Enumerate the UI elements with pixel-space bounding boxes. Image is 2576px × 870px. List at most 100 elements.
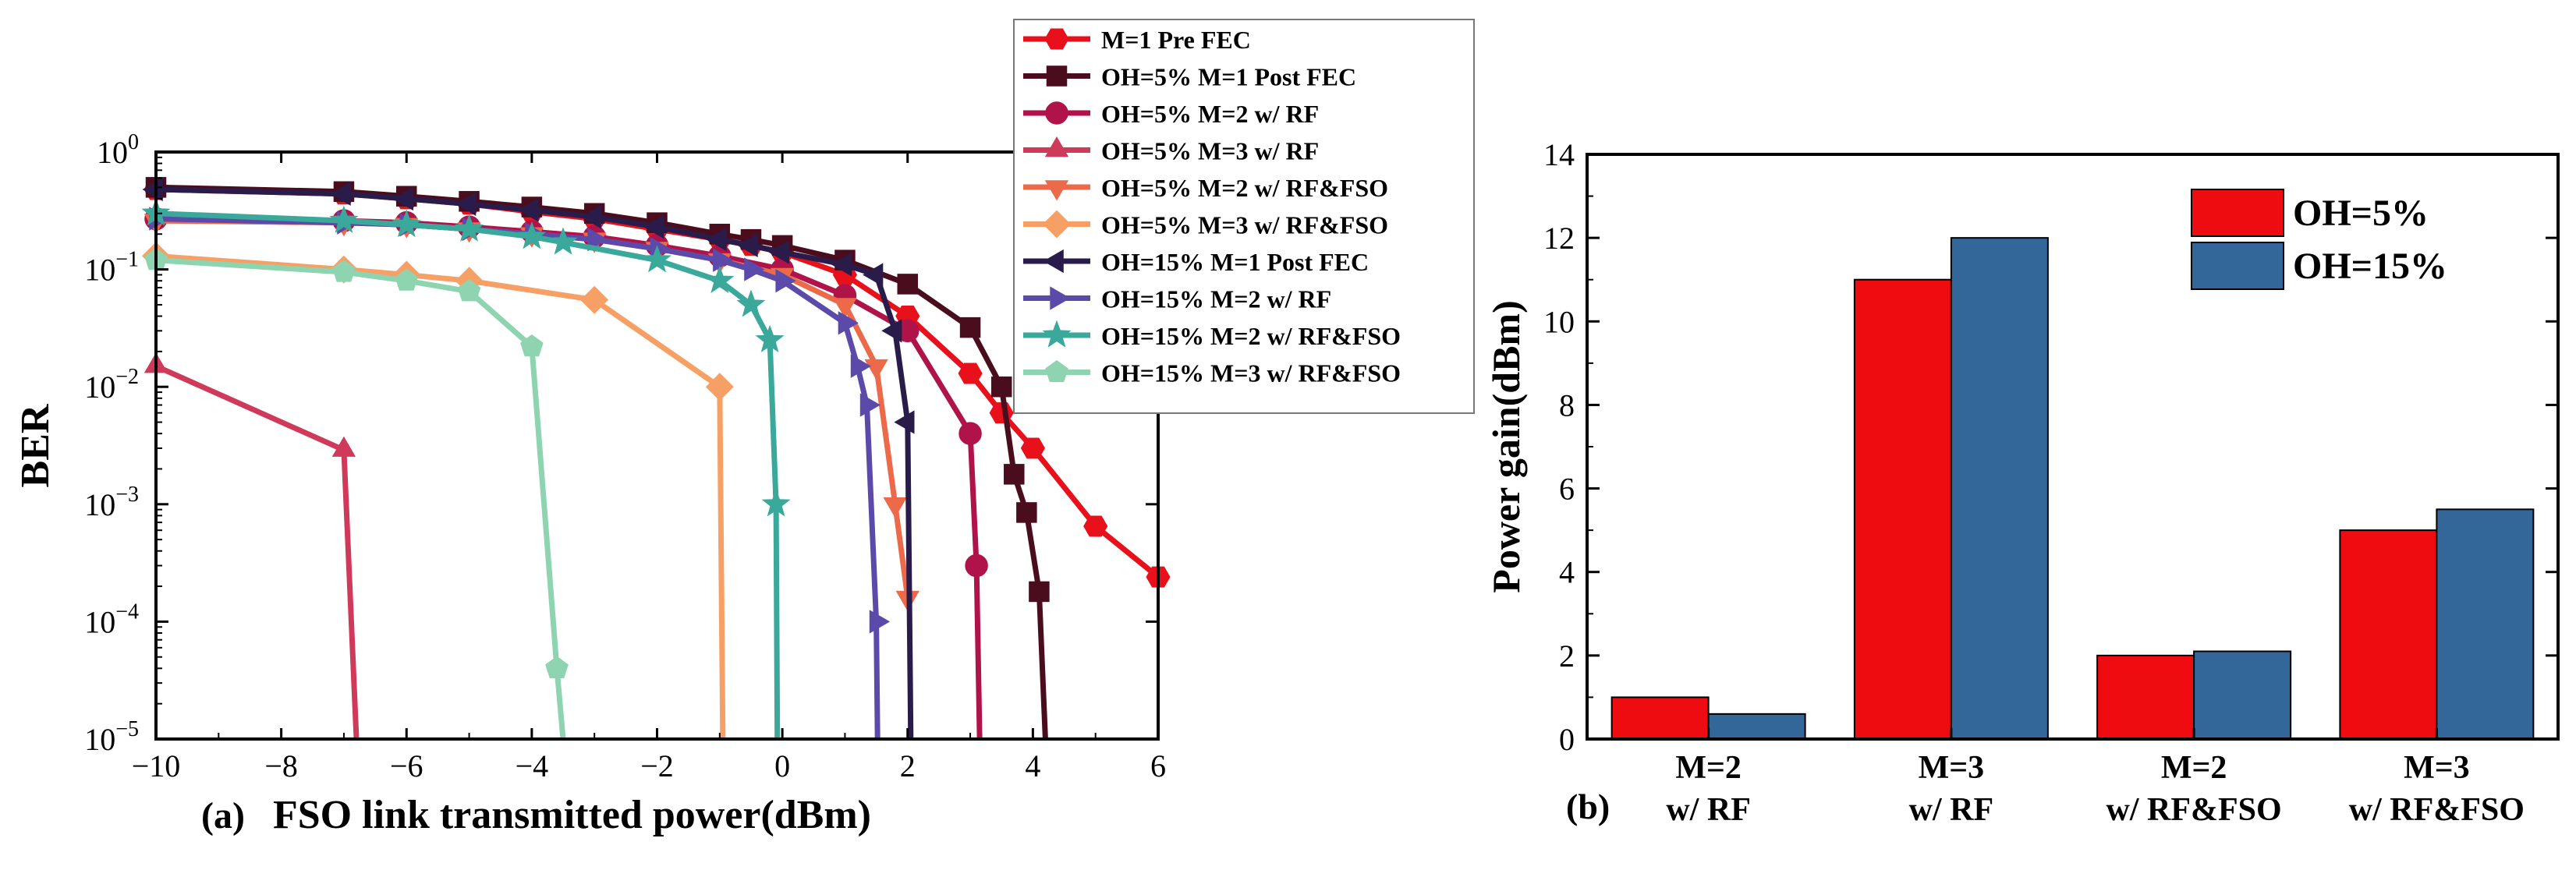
- data-point: [965, 553, 988, 578]
- data-point: [545, 656, 569, 678]
- data-point: [959, 317, 981, 338]
- y-tick-label: 10−4: [84, 599, 139, 639]
- x-tick-label: w/ RF: [1909, 792, 1994, 828]
- data-point: [755, 324, 785, 352]
- data-point: [744, 257, 765, 281]
- ber-legend: M=1 Pre FEC OH=5% M=1 Post FEC OH=5% M=2 w…: [1013, 19, 1475, 414]
- data-point: [883, 497, 907, 518]
- legend-label: OH=15% M=2 w/ RF: [1101, 285, 1331, 313]
- y-tick-label: 8: [1559, 387, 1575, 423]
- data-point: [580, 205, 601, 229]
- data-point: [831, 253, 852, 277]
- legend-swatch: [2191, 242, 2284, 290]
- y-tick-label: 100: [97, 130, 139, 170]
- legend-label: OH=5% M=3 w/ RF&FSO: [1101, 211, 1388, 239]
- ber-x-axis-label: FSO link transmitted power(dBm): [273, 793, 871, 837]
- x-tick-label: M=2: [2161, 750, 2227, 786]
- data-point: [1004, 464, 1025, 485]
- data-point: [455, 214, 484, 242]
- x-tick-label: M=3: [2404, 750, 2470, 786]
- data-point: [897, 274, 918, 295]
- bar-oh-15--3: [2193, 650, 2292, 740]
- bar-oh-5--2: [1853, 278, 1952, 740]
- data-point: [863, 263, 884, 287]
- x-tick-label: 2: [900, 748, 916, 783]
- bar-oh-15--1: [1707, 713, 1806, 740]
- data-point: [958, 362, 983, 384]
- legend-marker: [1045, 101, 1068, 125]
- data-point: [838, 311, 859, 335]
- legend-label: OH=5% M=3 w/ RF: [1101, 137, 1319, 165]
- data-point: [736, 289, 766, 317]
- x-tick-label: 4: [1025, 748, 1040, 783]
- data-point: [1016, 502, 1037, 523]
- ber-series-group: [141, 177, 1171, 740]
- x-tick-label: w/ RF&FSO: [2349, 792, 2525, 828]
- legend-marker: [1046, 65, 1068, 87]
- data-point: [1083, 515, 1108, 537]
- power-gain-legend: OH=5% OH=15%: [2191, 189, 2447, 290]
- series-10: [144, 248, 569, 740]
- data-point: [713, 248, 734, 272]
- ber-y-axis-label: BER: [13, 403, 58, 487]
- data-point: [881, 319, 902, 343]
- data-point: [705, 373, 734, 401]
- x-tick-label: −8: [264, 748, 298, 783]
- bar-oh-5--1: [1610, 696, 1710, 741]
- legend-marker: [1043, 249, 1064, 274]
- y-tick-label: 14: [1543, 137, 1575, 172]
- legend-marker: [1050, 286, 1071, 310]
- legend-label: OH=5%: [2293, 193, 2429, 234]
- legend-marker: [1044, 180, 1069, 201]
- data-point: [705, 265, 735, 293]
- x-tick-label: −4: [516, 748, 549, 783]
- y-tick-label: 4: [1559, 555, 1575, 590]
- ber-legend-box: [1013, 19, 1475, 414]
- data-point: [864, 359, 888, 380]
- x-tick-label: M=2: [1675, 750, 1742, 786]
- x-tick-label: M=3: [1919, 750, 1985, 786]
- legend-label: OH=15%: [2293, 246, 2447, 287]
- data-point: [330, 182, 351, 206]
- legend-marker: [1045, 359, 1068, 383]
- data-point: [331, 436, 356, 457]
- data-point: [455, 192, 477, 216]
- data-point: [768, 240, 789, 264]
- x-tick-label: w/ RF&FSO: [2107, 792, 2282, 828]
- y-tick-label: 10−3: [84, 483, 139, 522]
- data-point: [518, 198, 539, 222]
- data-point: [587, 228, 608, 252]
- x-tick-label: w/ RF: [1666, 792, 1751, 828]
- data-point: [869, 610, 891, 634]
- legend-marker: [1044, 28, 1069, 50]
- legend-marker: [1044, 136, 1069, 157]
- y-tick-label: 0: [1559, 722, 1575, 757]
- data-point: [833, 298, 857, 319]
- legend-label: OH=15% M=1 Post FEC: [1101, 248, 1369, 276]
- x-tick-label: 0: [774, 748, 790, 783]
- series-7: [142, 177, 915, 740]
- legend-label: OH=15% M=2 w/ RF&FSO: [1101, 322, 1401, 350]
- legend-label: OH=5% M=2 w/ RF&FSO: [1101, 174, 1388, 202]
- y-tick-label: 10−5: [84, 717, 139, 757]
- data-point: [520, 334, 544, 357]
- bar-oh-15--4: [2436, 508, 2535, 740]
- x-tick-label: −6: [390, 748, 423, 783]
- data-point: [643, 245, 671, 273]
- bar-oh-5--4: [2339, 529, 2438, 741]
- y-tick-label: 12: [1543, 221, 1575, 256]
- legend-label: OH=5% M=1 Post FEC: [1101, 63, 1356, 91]
- data-point: [392, 209, 421, 238]
- data-point: [395, 268, 419, 291]
- x-tick-label: −10: [132, 748, 181, 783]
- y-tick-label: 2: [1559, 638, 1575, 674]
- data-point: [850, 354, 871, 378]
- power-gain-plot-frame: [1586, 153, 2560, 741]
- bar-oh-5--3: [2096, 654, 2195, 740]
- bar-oh-15--2: [1950, 237, 2049, 740]
- power-gain-chart: 0 2 4 6 8 10 12 14 M=2 w/ RF M=3 w/ RF M=2 w/ RF&FSO M…: [1484, 137, 2560, 828]
- data-point: [517, 221, 547, 249]
- ber-chart: −10 −8 −6 −4 −2 0 2 4 6 100 10−1 10−2 10−3 10−4 10−5 B…: [13, 19, 1475, 837]
- ber-plot-frame: [154, 150, 1160, 741]
- data-point: [332, 260, 356, 282]
